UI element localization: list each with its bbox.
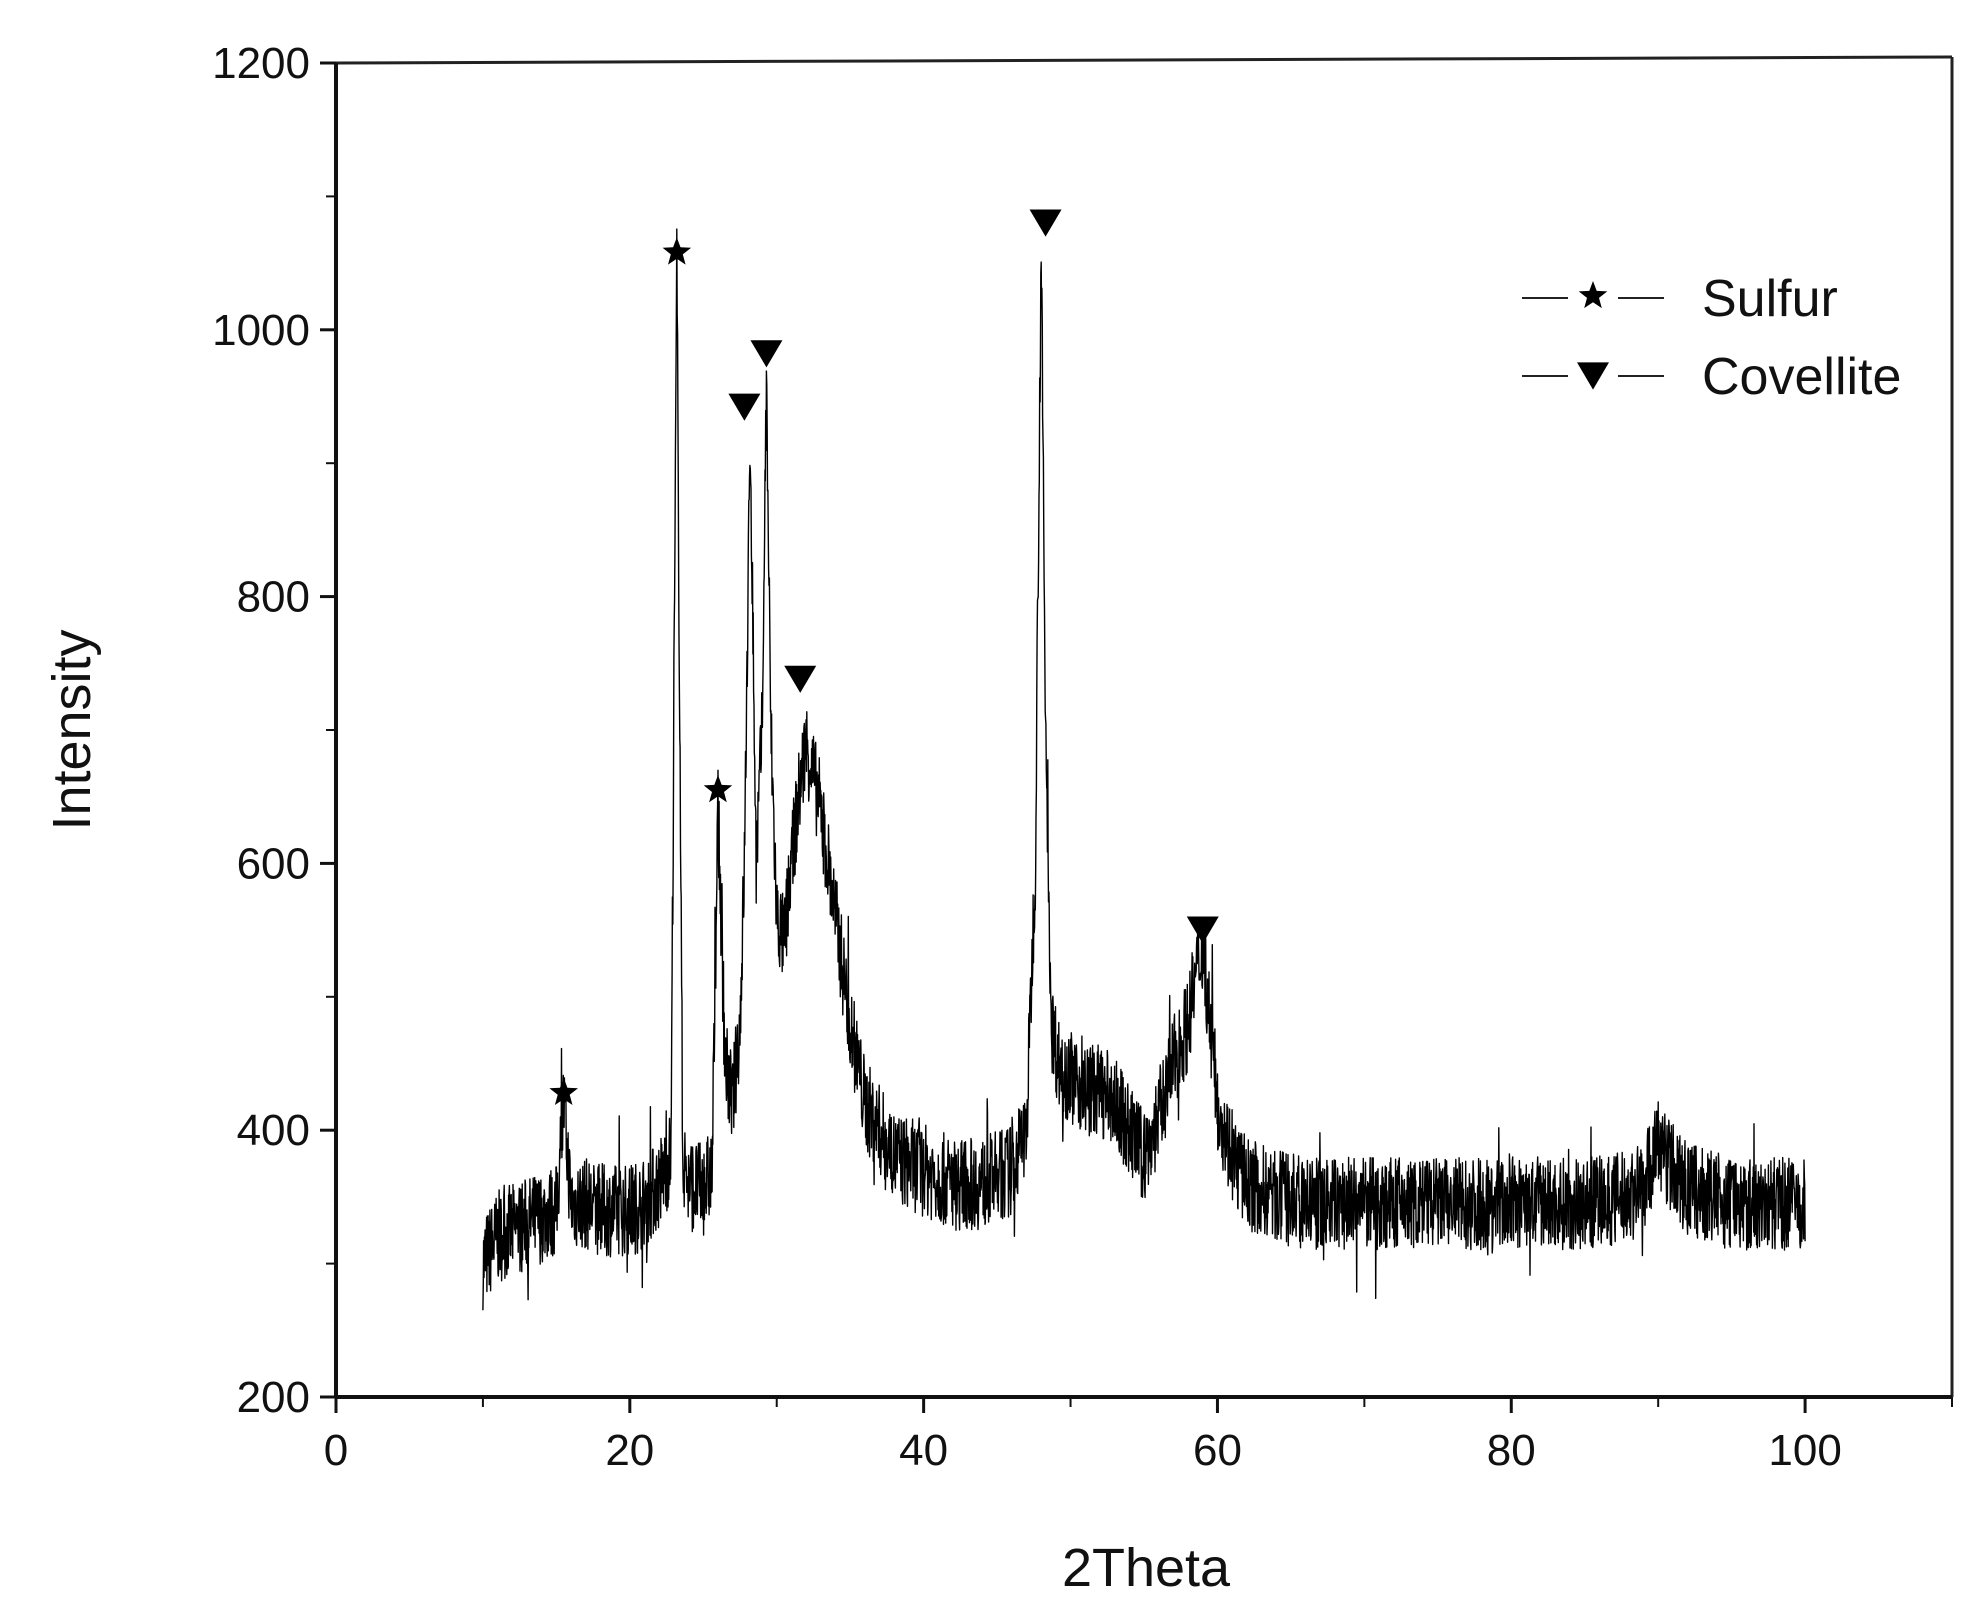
legend-triangle-icon [1577, 362, 1609, 390]
legend-label-sulfur: Sulfur [1702, 270, 1838, 328]
y-tick-label: 1200 [212, 39, 310, 88]
covellite-triangle-marker [728, 393, 761, 421]
covellite-triangle-marker [1029, 209, 1062, 237]
legend-star-symbol [1578, 281, 1608, 309]
axis-ticks: 0 20 40 60 80 100 200 400 600 800 1000 1200 [212, 39, 1953, 1475]
frame-top [335, 55, 1953, 65]
y-tick-label: 1000 [212, 306, 310, 355]
x-axis-title: 2Theta [1062, 1538, 1231, 1598]
x-tick-label: 60 [1193, 1426, 1242, 1475]
legend-triangle-symbol [1577, 362, 1609, 390]
series-line [482, 228, 1806, 1311]
y-tick-label: 200 [237, 1373, 310, 1422]
peak-markers [549, 209, 1219, 1105]
x-tick-label: 0 [324, 1426, 348, 1475]
legend: Sulfur Covellite [1522, 270, 1901, 406]
covellite-triangle-marker [1186, 916, 1219, 944]
series-layer [482, 228, 1806, 1311]
x-tick-label: 40 [899, 1426, 948, 1475]
y-tick-label: 800 [237, 573, 310, 622]
legend-star-icon [1578, 281, 1608, 309]
y-tick-label: 400 [237, 1106, 310, 1155]
sulfur-star-marker [703, 775, 733, 803]
y-tick-label: 600 [237, 839, 310, 888]
sulfur-star-marker [549, 1077, 578, 1105]
covellite-triangle-marker [750, 340, 783, 368]
x-tick-label: 80 [1487, 1426, 1536, 1475]
covellite-triangle-marker [784, 665, 817, 693]
legend-label-covellite: Covellite [1702, 348, 1901, 406]
sulfur-star-marker [662, 237, 692, 265]
y-axis-title: Intensity [42, 629, 102, 830]
x-tick-label: 20 [605, 1426, 654, 1475]
x-tick-label: 100 [1768, 1426, 1841, 1475]
